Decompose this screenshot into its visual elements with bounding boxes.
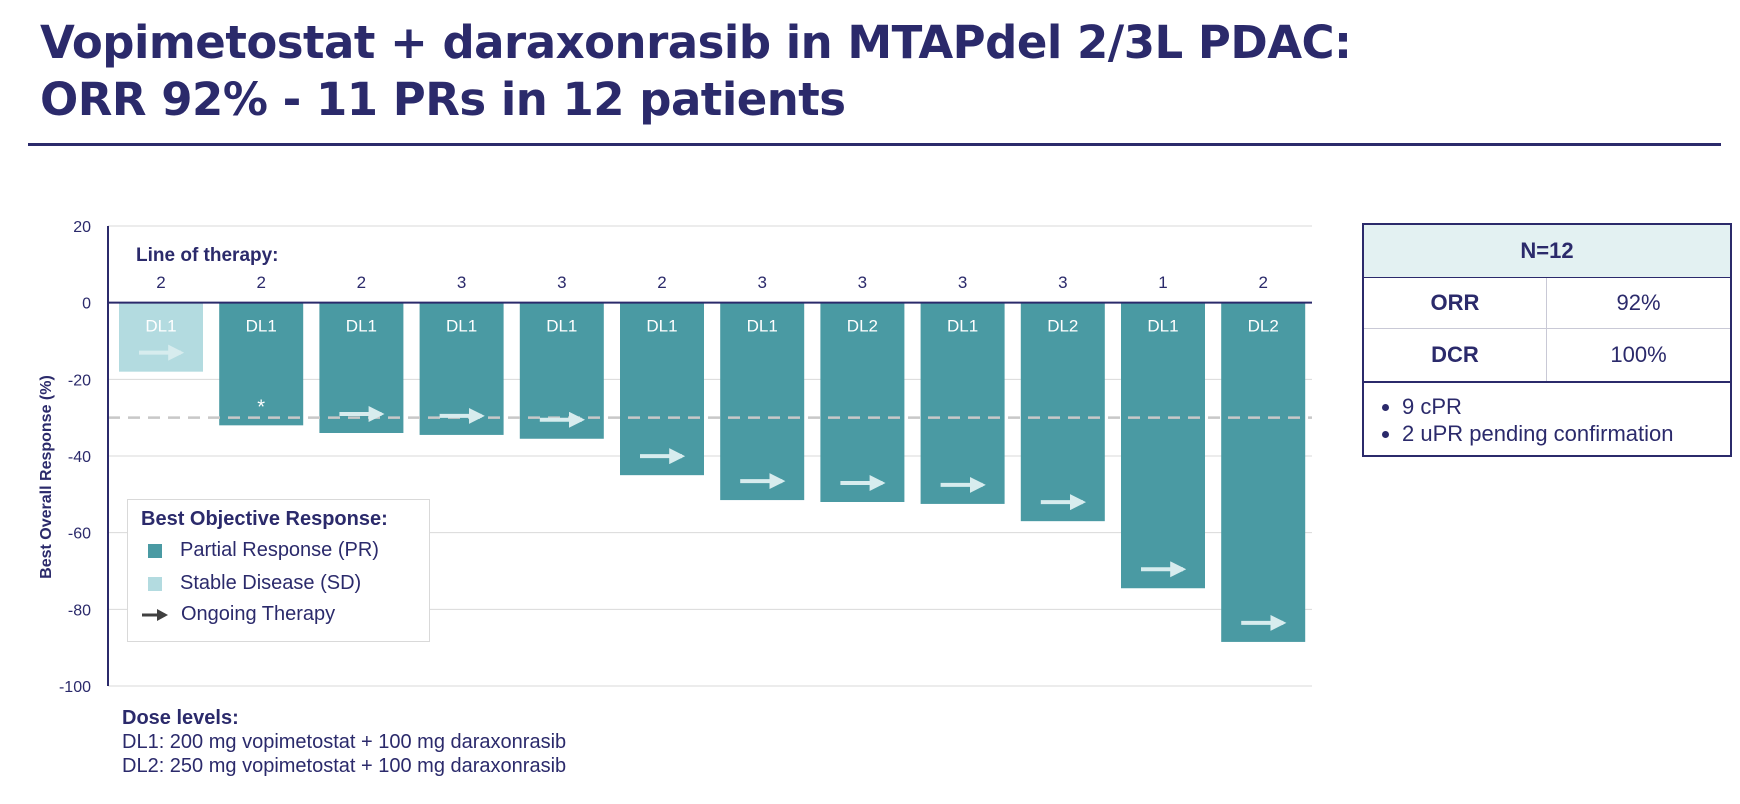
legend-swatch-pr [148, 543, 162, 558]
summary-orr-label: ORR [1364, 278, 1547, 328]
dose-level-label: DL1 [747, 317, 778, 336]
dose-levels: Dose levels: DL1: 200 mg vopimetostat + … [122, 706, 566, 778]
line-of-therapy-value: 2 [256, 273, 265, 292]
summary-row-dcr: DCR 100% [1364, 329, 1730, 383]
dose-level-label: DL1 [246, 317, 277, 336]
summary-table: N=12 ORR 92% DCR 100% 9 cPR 2 uPR pendin… [1362, 223, 1732, 457]
y-tick-label: -80 [68, 602, 91, 619]
ongoing-arrow-icon [142, 608, 168, 621]
summary-dcr-value: 100% [1610, 342, 1667, 367]
line-of-therapy-value: 2 [657, 273, 666, 292]
slide-title: Vopimetostat + daraxonrasib in MTAPdel 2… [40, 14, 1640, 128]
title-divider [28, 143, 1721, 146]
line-of-therapy-value: 3 [557, 273, 566, 292]
bar-pr [1121, 302, 1205, 589]
axes [107, 226, 1312, 686]
slide-title-line-1: Vopimetostat + daraxonrasib in MTAPdel 2… [40, 16, 1352, 69]
line-of-therapy-value: 3 [1058, 273, 1067, 292]
summary-dcr-label: DCR [1364, 329, 1547, 381]
y-tick-label: 20 [73, 219, 91, 236]
grid-lines [108, 225, 1312, 687]
line-of-therapy-value: 1 [1158, 273, 1167, 292]
asterisk-annotation: * [257, 396, 265, 418]
bar-pr [620, 302, 704, 476]
y-axis-label: Best Overall Response (%) [38, 375, 55, 579]
y-tick-label: -60 [68, 526, 91, 543]
bar-labels: 20 0 -20 -40 -60 -80 -100 DL1 2 DL1 2 * DL1 2 DL1 3 DL1 3… [59, 219, 1287, 696]
bar-pr [720, 302, 805, 501]
slide-title-line-2: ORR 92% - 11 PRs in 12 patients [40, 73, 846, 126]
line-of-therapy-value: 2 [1258, 273, 1267, 292]
summary-bullet: 9 cPR [1402, 393, 1730, 420]
bar-pr [820, 302, 905, 502]
bar-pr [519, 302, 604, 439]
line-of-therapy-value: 2 [156, 273, 165, 292]
dose-level-dl1: DL1: 200 mg vopimetostat + 100 mg daraxo… [122, 731, 567, 753]
dose-level-label: DL1 [947, 317, 978, 336]
legend-label-ongoing: Ongoing Therapy [181, 603, 336, 625]
bar-sd [119, 302, 203, 372]
bar-pr [319, 302, 404, 433]
summary-bullets: 9 cPR 2 uPR pending confirmation [1364, 393, 1730, 447]
dose-level-label: DL2 [1047, 317, 1078, 336]
line-of-therapy-value: 3 [858, 273, 867, 292]
dose-level-label: DL1 [1147, 317, 1178, 336]
legend-label-pr: Partial Response (PR) [180, 539, 379, 561]
dose-level-label: DL1 [346, 317, 377, 336]
summary-bullet: 2 uPR pending confirmation [1402, 420, 1730, 447]
legend-item-sd: Stable Disease (SD) [141, 572, 361, 595]
legend-swatch-sd [148, 576, 162, 591]
bars [119, 302, 1306, 642]
line-of-therapy-value: 2 [357, 273, 366, 292]
line-of-therapy-value: 3 [757, 273, 766, 292]
summary-orr-value: 92% [1616, 290, 1661, 315]
dose-level-label: DL1 [446, 317, 477, 336]
legend-item-ongoing: Ongoing Therapy [141, 603, 335, 626]
y-tick-label: -20 [68, 372, 91, 389]
line-of-therapy-value: 3 [457, 273, 466, 292]
bar-pr [1221, 302, 1306, 642]
dose-levels-title: Dose levels: [122, 707, 239, 729]
dose-level-label: DL2 [847, 317, 878, 336]
y-tick-label: -40 [68, 449, 91, 466]
summary-header: N=12 [1364, 225, 1730, 278]
dose-level-label: DL1 [145, 317, 176, 336]
legend-item-pr: Partial Response (PR) [141, 539, 379, 562]
bar-pr [219, 302, 304, 426]
y-tick-label: -100 [59, 679, 91, 696]
legend-title: Best Objective Response: [141, 508, 388, 530]
bar-pr [920, 302, 1005, 504]
bar-pr [1020, 302, 1105, 522]
line-of-therapy-value: 3 [958, 273, 967, 292]
bar-pr [419, 302, 504, 435]
dose-level-label: DL2 [1248, 317, 1279, 336]
dose-level-label: DL1 [546, 317, 577, 336]
legend-label-sd: Stable Disease (SD) [180, 572, 362, 594]
line-of-therapy-label: Line of therapy: [136, 245, 279, 266]
legend: Best Objective Response: Partial Respons… [127, 499, 430, 642]
dose-level-label: DL1 [646, 317, 677, 336]
y-tick-label: 0 [82, 296, 91, 313]
dose-level-dl2: DL2: 250 mg vopimetostat + 100 mg daraxo… [122, 755, 567, 777]
summary-row-orr: ORR 92% [1364, 278, 1730, 329]
